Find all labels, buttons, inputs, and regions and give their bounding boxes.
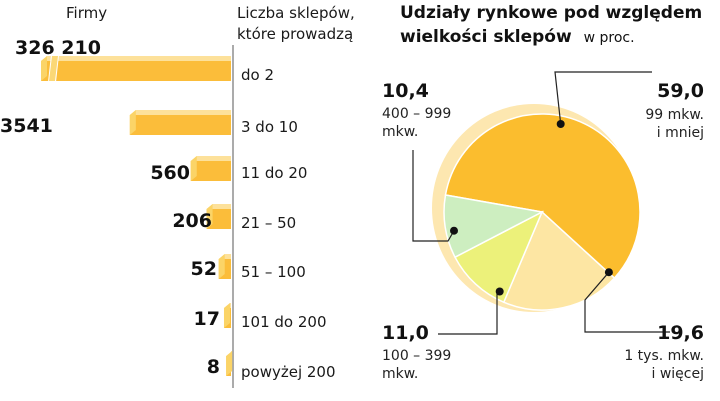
bar-1 [41,55,231,82]
pie-leader-line-4 [412,150,455,242]
pie-leader-dot-4 [450,226,458,235]
bar-category-label-5: 51 – 100 [241,263,306,281]
pie-leader-dot-3 [495,287,504,296]
pie-leader-line-2 [584,271,670,333]
pie-title-line1: Udziały rynkowe pod względem [400,3,703,23]
pie-slice-4 [443,194,545,259]
bar-3 [190,156,231,181]
bar-value-label-6: 17 [193,308,220,330]
bar-header-stores-line1: Liczba sklepów, [237,4,355,22]
bar-category-label-2: 3 do 10 [241,118,298,136]
bar-7 [226,351,233,376]
pie-title-line2: wielkości sklepów w proc. [400,25,635,50]
bar-5 [218,254,231,279]
pie-value-label-100-399: 11,0 [382,322,429,344]
pie-leader-line-1 [554,71,652,125]
pie-desc-small-shops-line1: 99 mkw. [645,107,704,123]
bar-category-label-7: powyżej 200 [241,363,336,381]
bar-value-label-3: 560 [150,162,190,184]
pie-desc-100-399-line2: mkw. [382,366,419,382]
bar-value-label-4: 206 [172,210,212,232]
pie-value-label-large-shops: 19,6 [657,322,704,344]
pie-desc-large-shops-line1: 1 tys. mkw. [624,348,704,364]
bar-value-label-5: 52 [190,258,217,280]
pie-subtitle: w proc. [583,30,635,46]
pie-title-line2-text: wielkości sklepów [400,27,572,47]
bar-4 [206,204,231,229]
pie-leader-dot-1 [556,120,565,128]
pie-desc-small-shops-line2: i mniej [656,125,704,141]
pie-desc-large-shops-line2: i więcej [651,366,705,382]
bar-header-companies: Firmy [66,4,108,22]
bar-value-label-7: 8 [206,356,220,378]
pie-value-label-400-999: 10,4 [382,80,429,102]
bar-category-label-4: 21 – 50 [241,214,297,232]
bar-category-label-1: do 2 [241,66,275,84]
bar-category-label-6: 101 do 200 [241,313,327,331]
pie-slice-1 [444,113,641,280]
pie-slice-3 [454,210,544,304]
pie-leader-dot-2 [604,268,613,277]
pie-desc-400-999-line1: 400 – 999 [382,106,452,122]
pie-desc-100-399-line1: 100 – 399 [382,348,452,364]
bar-value-label-1: 326 210 [15,37,101,59]
bar-category-label-3: 11 do 20 [241,164,308,182]
bar-6 [223,303,231,328]
pie-desc-400-999-line2: mkw. [382,124,419,140]
pie-slice-2 [502,210,616,311]
bar-header-stores-line2: które prowadzą [237,25,354,43]
pie-value-label-small-shops: 59,0 [657,80,704,102]
bar-2 [129,110,231,135]
bar-value-label-2: 3541 [0,115,53,137]
